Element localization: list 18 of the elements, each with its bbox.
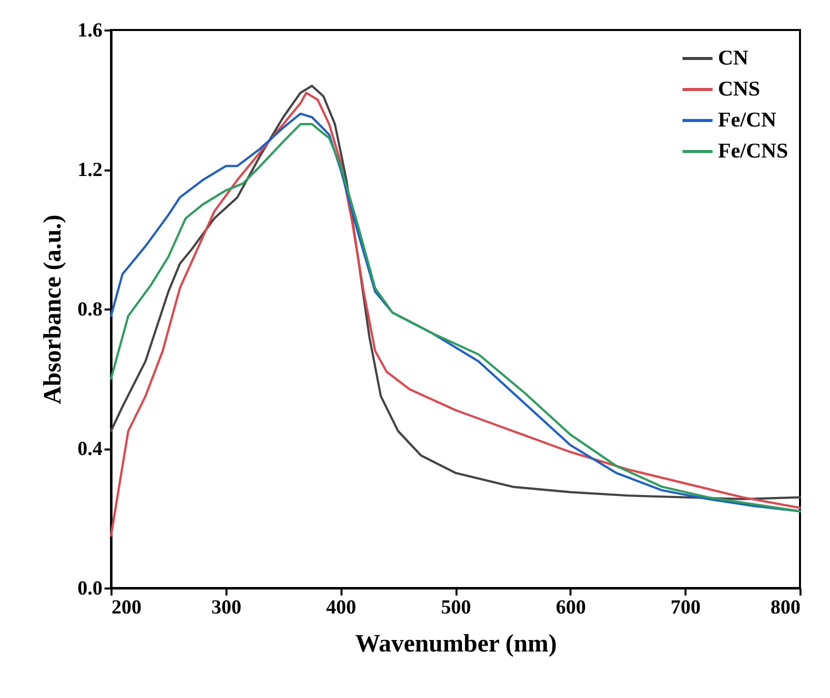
x-tick-label: 700 xyxy=(670,596,701,618)
x-tick-label: 800 xyxy=(770,596,800,618)
x-tick-label: 300 xyxy=(211,596,242,618)
x-tick-label: 400 xyxy=(326,596,356,618)
y-tick-label: 1.6 xyxy=(78,20,102,42)
legend-label: Fe/CNS xyxy=(718,138,788,162)
x-axis-title: Wavenumber (nm) xyxy=(355,630,557,658)
y-tick-label: 0.8 xyxy=(78,298,102,320)
x-tick-label: 500 xyxy=(441,596,471,618)
x-tick-label: 200 xyxy=(112,596,142,618)
y-tick-label: 0.4 xyxy=(78,438,102,460)
y-tick-label: 0.0 xyxy=(78,578,102,600)
legend-label: CN xyxy=(718,46,748,70)
y-axis-title: Absorbance (a.u.) xyxy=(40,214,66,404)
x-tick-label: 600 xyxy=(556,596,586,618)
legend-label: CNS xyxy=(718,76,760,100)
y-tick-label: 1.2 xyxy=(78,159,102,181)
legend-label: Fe/CN xyxy=(718,108,776,132)
